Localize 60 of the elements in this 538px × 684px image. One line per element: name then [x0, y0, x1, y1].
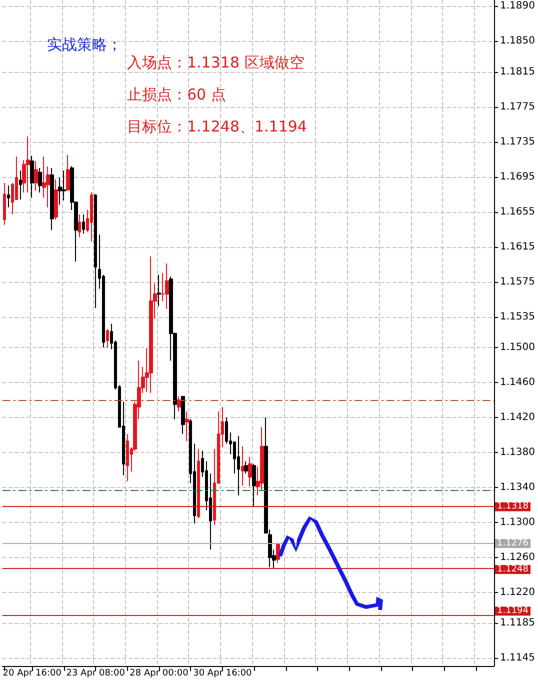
y-tick-label: 1.1775	[500, 101, 536, 112]
candlestick	[78, 214, 81, 238]
candlestick	[26, 136, 30, 194]
candlestick	[90, 192, 93, 242]
candlestick	[54, 178, 58, 220]
y-tick-label: 1.1655	[500, 206, 536, 218]
candlestick	[241, 446, 244, 486]
y-tick-label: 1.1815	[500, 66, 536, 78]
y-tick-label: 1.1260	[500, 552, 536, 563]
candlestick	[181, 396, 185, 435]
candlestick	[3, 182, 6, 226]
candlestick	[157, 274, 161, 307]
annotation: 止损点：60 点	[127, 86, 226, 104]
y-tick-label: 1.1300	[500, 516, 536, 528]
candlestick	[197, 448, 200, 519]
candlestick	[7, 185, 10, 208]
candlestick	[19, 170, 22, 200]
y-tick-label: 1.1420	[500, 412, 536, 423]
candlestick	[34, 160, 38, 192]
y-tick-label: 1.1890	[500, 0, 536, 12]
annotation: 目标位：1.1248、1.1194	[127, 118, 307, 136]
candlestick	[82, 214, 85, 234]
y-tick-label: 1.1380	[500, 446, 536, 458]
candlestick	[94, 194, 97, 309]
y-tick-label: 1.1615	[500, 241, 536, 252]
y-tick-label: 1.1695	[500, 171, 536, 182]
x-tick-label: 23 Apr 08:00	[66, 668, 126, 678]
candlestick	[106, 328, 109, 348]
x-tick-label: 20 Apr 16:00	[2, 668, 62, 678]
candlestick	[62, 170, 66, 201]
candlestick	[165, 262, 169, 310]
y-tick-label: 1.1575	[500, 276, 536, 288]
ref-line-label: 1.1248	[497, 564, 529, 574]
candlestick	[66, 154, 70, 192]
candlestick	[244, 460, 248, 474]
ref-line-label: 1.1318	[497, 502, 529, 512]
y-tick-label: 1.1850	[500, 36, 536, 47]
y-tick-label: 1.1340	[500, 482, 536, 493]
y-tick-label: 1.1460	[500, 376, 536, 388]
x-tick-label: 30 Apr 16:00	[193, 668, 252, 678]
text: 实战策略；	[47, 36, 122, 54]
y-tick-label: 1.1500	[500, 342, 536, 353]
ref-line-label: 1.1276	[497, 538, 529, 548]
ref-line-label: 1.1194	[497, 606, 529, 616]
candlestick	[185, 410, 189, 442]
y-tick-label: 1.1145	[500, 652, 536, 664]
x-tick-label: 28 Apr 00:00	[130, 668, 189, 678]
candlestick	[177, 396, 181, 412]
candlestick	[30, 155, 34, 198]
candlestick	[248, 456, 252, 488]
candlestick	[38, 168, 42, 194]
candlestick	[252, 463, 256, 506]
candlestick	[50, 168, 54, 231]
y-tick-label: 1.1735	[500, 136, 536, 148]
candlestick	[126, 434, 129, 482]
y-tick-label: 1.1535	[500, 311, 536, 322]
y-tick-label: 1.1220	[500, 586, 536, 598]
y-tick-label: 1.1185	[500, 618, 536, 629]
candlestick	[149, 256, 153, 394]
candlestick	[237, 435, 240, 496]
